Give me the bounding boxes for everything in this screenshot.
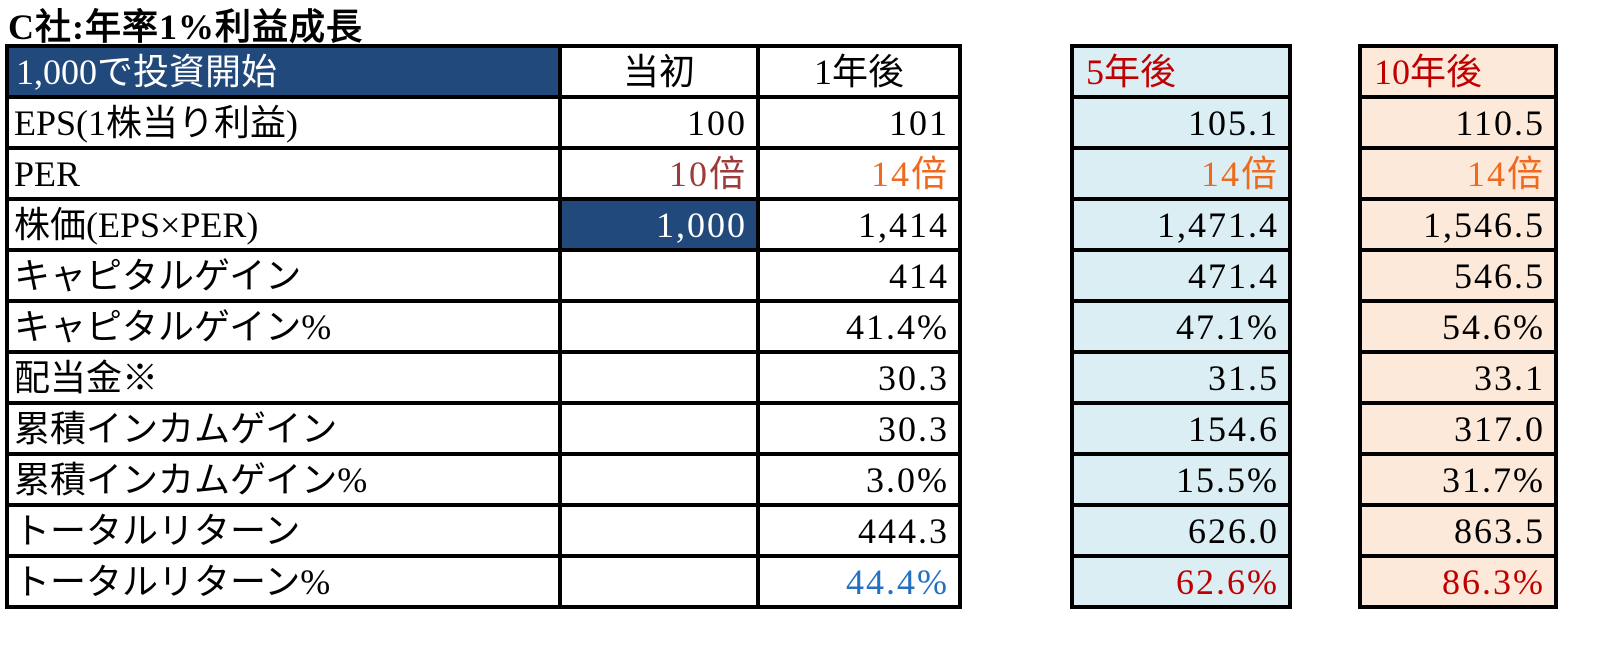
- table-row: 626.0: [1070, 503, 1292, 558]
- cell-initial: [558, 452, 760, 507]
- cell-year5: 14倍: [1070, 146, 1292, 201]
- table-row: キャピタルゲイン% 41.4%: [5, 299, 962, 354]
- cell-year1: 44.4%: [756, 554, 962, 609]
- cell-year1: 1,414: [756, 197, 962, 252]
- cell-initial: [558, 350, 760, 405]
- table-row: 15.5%: [1070, 452, 1292, 507]
- corner-header-cell: 1,000で投資開始: [5, 44, 562, 99]
- cell-year10: 863.5: [1358, 503, 1558, 558]
- cell-initial: 100: [558, 95, 760, 150]
- column-header-year10: 10年後: [1358, 44, 1558, 99]
- table-row: 154.6: [1070, 401, 1292, 456]
- table-row: 累積インカムゲイン% 3.0%: [5, 452, 962, 507]
- five-year-table: 5年後 105.1 14倍 1,471.4 471.4 47.1% 31.5 154.6 15.…: [1070, 44, 1292, 609]
- header-row: 1,000で投資開始 当初 1年後: [5, 44, 962, 99]
- cell-initial: 10倍: [558, 146, 760, 201]
- table-row: 86.3%: [1358, 554, 1558, 609]
- cell-year10: 14倍: [1358, 146, 1558, 201]
- row-label: 配当金※: [5, 350, 562, 405]
- row-label: 累積インカムゲイン%: [5, 452, 562, 507]
- cell-year5: 15.5%: [1070, 452, 1292, 507]
- table-row: EPS(1株当り利益) 100 101: [5, 95, 962, 150]
- table-row: トータルリターン 444.3: [5, 503, 962, 558]
- column-header-initial: 当初: [558, 44, 760, 99]
- cell-year1: 30.3: [756, 350, 962, 405]
- table-row: 31.7%: [1358, 452, 1558, 507]
- table-title: C社:年率1%利益成長: [8, 7, 363, 47]
- cell-initial: [558, 503, 760, 558]
- table-row: 14倍: [1070, 146, 1292, 201]
- column-header-year1: 1年後: [756, 44, 962, 99]
- cell-year10: 110.5: [1358, 95, 1558, 150]
- table-row: 株価(EPS×PER) 1,000 1,414: [5, 197, 962, 252]
- main-investment-table: 1,000で投資開始 当初 1年後 EPS(1株当り利益) 100 101 PER 10倍 14…: [5, 44, 962, 609]
- cell-year1: 414: [756, 248, 962, 303]
- cell-year10: 317.0: [1358, 401, 1558, 456]
- cell-year1: 444.3: [756, 503, 962, 558]
- cell-year10: 54.6%: [1358, 299, 1558, 354]
- cell-year5: 154.6: [1070, 401, 1292, 456]
- cell-year1: 30.3: [756, 401, 962, 456]
- row-label: トータルリターン: [5, 503, 562, 558]
- table-row: 1,471.4: [1070, 197, 1292, 252]
- table-row: 546.5: [1358, 248, 1558, 303]
- table-row: 471.4: [1070, 248, 1292, 303]
- cell-year5: 31.5: [1070, 350, 1292, 405]
- table-row: 110.5: [1358, 95, 1558, 150]
- table-row: 累積インカムゲイン 30.3: [5, 401, 962, 456]
- cell-year10: 546.5: [1358, 248, 1558, 303]
- cell-year10: 86.3%: [1358, 554, 1558, 609]
- table-row: PER 10倍 14倍: [5, 146, 962, 201]
- row-label: PER: [5, 146, 562, 201]
- cell-year1: 41.4%: [756, 299, 962, 354]
- table-row: 配当金※ 30.3: [5, 350, 962, 405]
- row-label: キャピタルゲイン: [5, 248, 562, 303]
- table-row: 33.1: [1358, 350, 1558, 405]
- cell-year10: 1,546.5: [1358, 197, 1558, 252]
- cell-year10: 31.7%: [1358, 452, 1558, 507]
- cell-year5: 471.4: [1070, 248, 1292, 303]
- row-label: EPS(1株当り利益): [5, 95, 562, 150]
- table-row: 1,546.5: [1358, 197, 1558, 252]
- table-row: 863.5: [1358, 503, 1558, 558]
- five-year-table-body: 5年後 105.1 14倍 1,471.4 471.4 47.1% 31.5 154.6 15.…: [1070, 44, 1292, 609]
- table-row: 317.0: [1358, 401, 1558, 456]
- table-row: 31.5: [1070, 350, 1292, 405]
- cell-year10: 33.1: [1358, 350, 1558, 405]
- header-row: 5年後: [1070, 44, 1292, 99]
- row-label: 株価(EPS×PER): [5, 197, 562, 252]
- cell-year5: 47.1%: [1070, 299, 1292, 354]
- table-row: 47.1%: [1070, 299, 1292, 354]
- cell-year5: 1,471.4: [1070, 197, 1292, 252]
- table-row: キャピタルゲイン 414: [5, 248, 962, 303]
- cell-initial: 1,000: [558, 197, 760, 252]
- cell-year1: 101: [756, 95, 962, 150]
- cell-initial: [558, 299, 760, 354]
- column-header-year5: 5年後: [1070, 44, 1292, 99]
- cell-year1: 14倍: [756, 146, 962, 201]
- main-table-body: 1,000で投資開始 当初 1年後 EPS(1株当り利益) 100 101 PER 10倍 14…: [5, 44, 962, 609]
- ten-year-table-body: 10年後 110.5 14倍 1,546.5 546.5 54.6% 33.1 317.0 31…: [1358, 44, 1558, 609]
- row-label: 累積インカムゲイン: [5, 401, 562, 456]
- table-row: 105.1: [1070, 95, 1292, 150]
- cell-year5: 105.1: [1070, 95, 1292, 150]
- cell-year5: 62.6%: [1070, 554, 1292, 609]
- cell-year1: 3.0%: [756, 452, 962, 507]
- cell-year5: 626.0: [1070, 503, 1292, 558]
- cell-initial: [558, 554, 760, 609]
- cell-initial: [558, 248, 760, 303]
- header-row: 10年後: [1358, 44, 1558, 99]
- table-row: 14倍: [1358, 146, 1558, 201]
- cell-initial: [558, 401, 760, 456]
- table-row: 62.6%: [1070, 554, 1292, 609]
- row-label: キャピタルゲイン%: [5, 299, 562, 354]
- ten-year-table: 10年後 110.5 14倍 1,546.5 546.5 54.6% 33.1 317.0 31…: [1358, 44, 1558, 609]
- table-row: トータルリターン% 44.4%: [5, 554, 962, 609]
- table-row: 54.6%: [1358, 299, 1558, 354]
- row-label: トータルリターン%: [5, 554, 562, 609]
